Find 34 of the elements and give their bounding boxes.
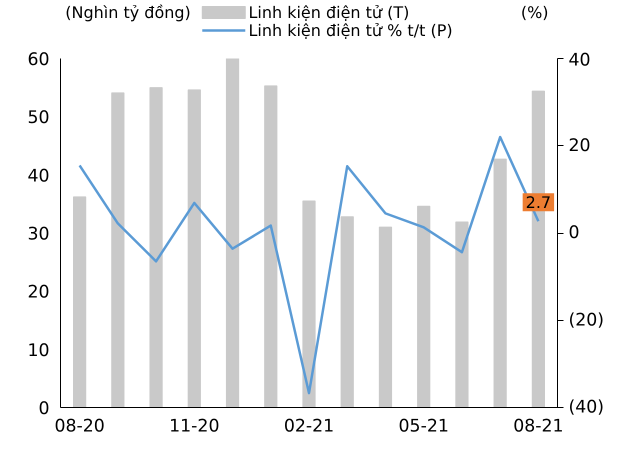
bar [149,87,163,408]
bar [111,92,124,408]
bar [378,226,392,408]
y2-tick-label: (20) [568,310,604,330]
x-tick-label: 05-21 [398,416,449,436]
y-tick-label: 50 [27,108,50,128]
bar [188,89,201,408]
x-tick-label: 08-21 [513,416,564,436]
y-axis-title: (Nghìn tỷ đồng) [65,3,191,22]
y-tick-label: 10 [27,340,50,361]
bar [73,196,86,408]
y-tick-label: 20 [27,282,50,303]
legend-label: Linh kiện điện tử (T) [248,3,410,22]
x-tick-label: 08-20 [54,416,105,436]
bar [264,85,278,408]
legend-label: Linh kiện điện tử % t/t (P) [248,21,453,40]
bar [302,200,316,408]
y-tick-label: 40 [27,166,50,186]
data-label: 2.7 [526,193,552,212]
y2-axis-title: (%) [520,3,549,22]
y-tick-label: 0 [38,399,50,419]
y2-tick-label: 40 [568,50,591,70]
bar [494,158,507,408]
y-tick-label: 30 [27,224,50,244]
y-tick-label: 60 [27,50,50,70]
bar [226,58,240,408]
y2-tick-label: 0 [568,223,580,243]
y2-tick-label: 20 [568,136,591,156]
x-tick-label: 11-20 [169,416,220,436]
bar [417,206,430,408]
bar [455,221,469,408]
x-tick-label: 02-21 [284,416,334,436]
bar [340,216,354,408]
y2-tick-label: (40) [568,398,604,418]
